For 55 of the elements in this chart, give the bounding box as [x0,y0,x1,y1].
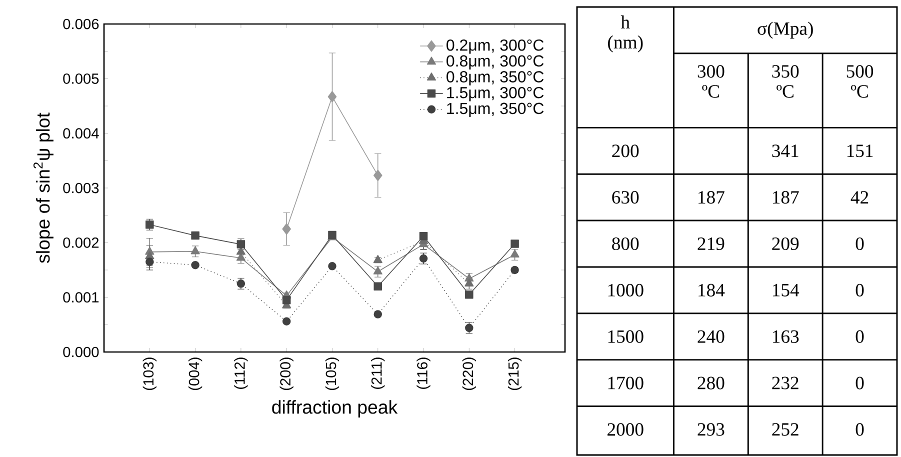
y-tick-label: 0.001 [63,292,99,303]
y-tick-label: 0.000 [63,346,99,358]
data-label: 42 [850,191,868,204]
y-tick-label: 0.006 [63,18,99,30]
x-tick-label: 500 ºC [846,65,874,98]
y-tick-label: 1700 [608,376,644,390]
data-label: 280 [698,376,724,390]
y-axis-title: slope of sin$^{2}$ψ plot [33,112,54,263]
legend-label: 0.8μm, 300°C [446,55,544,70]
y-tick-label: 0.002 [63,237,99,248]
x-tick-label: (112) [234,358,248,389]
y-axis-title: h (nm) [608,15,643,52]
data-label: 0 [856,423,864,436]
x-tick-label: (004) [188,358,202,390]
data-label: 0 [856,237,864,250]
data-label: 293 [698,423,724,436]
x-tick-label: (220) [462,358,476,390]
data-label: 209 [772,237,799,250]
data-label: 154 [772,284,800,296]
legend-label: 0.2μm, 300°C [446,39,544,54]
data-label: 240 [698,330,724,343]
y-tick-label: 630 [612,191,639,204]
x-axis-title: σ(Mpa) [758,22,813,39]
y-tick-label: 1500 [608,330,644,343]
x-tick-label: (211) [371,358,385,389]
y-tick-label: 2000 [608,423,644,436]
x-tick-label: 300 ºC [698,65,724,98]
data-label: 0 [856,284,864,296]
data-label: 252 [772,423,798,436]
y-tick-label: 800 [612,237,639,250]
x-tick-label: (116) [416,358,430,389]
y-tick-label: 0.004 [63,128,99,139]
x-tick-label: (103) [142,358,156,390]
legend-label: 1.5μm, 350°C [447,102,544,118]
data-label: 187 [698,191,724,204]
data-label: 163 [772,330,799,343]
x-tick-label: (105) [325,358,340,390]
x-tick-label: (215) [508,358,522,390]
legend-label: 1.5μm, 300°C [447,86,544,102]
y-tick-label: 200 [612,144,639,158]
y-tick-label: 0.005 [63,73,99,84]
x-tick-label: (200) [280,358,294,390]
x-tick-label: 350 ºC [772,65,799,98]
data-label: 341 [772,144,798,158]
data-label: 0 [856,330,864,343]
legend-label: 0.8μm, 350°C [446,71,544,86]
data-label: 187 [772,191,799,204]
data-label: 151 [847,144,873,158]
data-label: 219 [698,237,724,250]
data-label: 0 [856,376,864,390]
y-tick-label: 1000 [608,284,644,296]
y-tick-label: 0.003 [63,182,99,194]
data-label: 232 [772,376,798,390]
x-axis-title: diffraction peak [272,400,398,418]
data-label: 184 [698,284,725,296]
